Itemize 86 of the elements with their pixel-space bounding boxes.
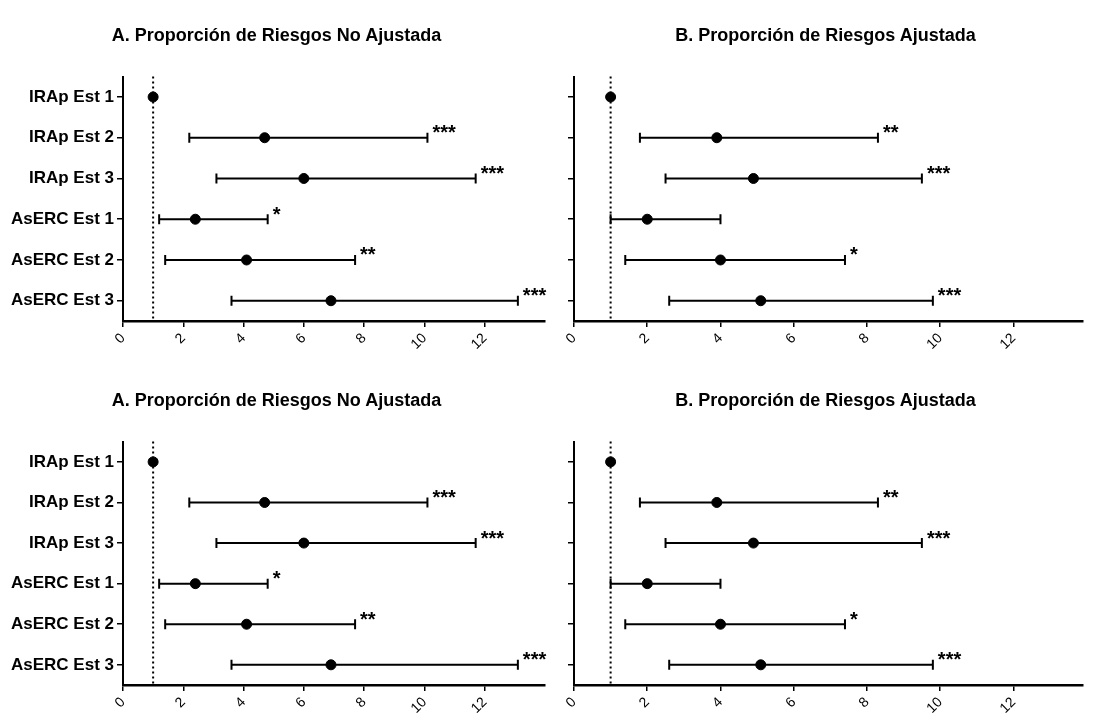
annotation: ** bbox=[882, 485, 899, 508]
annotation: *** bbox=[480, 161, 505, 184]
x-tick-label: 6 bbox=[781, 693, 799, 711]
point bbox=[711, 132, 723, 144]
annotation: *** bbox=[926, 526, 951, 549]
annotation: *** bbox=[937, 648, 962, 671]
annotation: *** bbox=[432, 485, 456, 508]
point bbox=[714, 618, 726, 630]
chart-title: A. Proporción de Riesgos No Ajustada bbox=[111, 24, 443, 45]
chart-title: B. Proporción de Riesgos Ajustada bbox=[675, 389, 977, 410]
point bbox=[241, 618, 253, 630]
annotation: * bbox=[849, 607, 858, 630]
point bbox=[641, 213, 653, 225]
annotation: *** bbox=[937, 284, 962, 307]
annotation: ** bbox=[360, 607, 376, 630]
x-tick-label: 4 bbox=[708, 693, 726, 711]
x-tick-label: 6 bbox=[291, 329, 309, 347]
x-tick-label: 4 bbox=[231, 693, 249, 711]
point bbox=[325, 295, 337, 307]
y-tick-label: IRAp Est 3 bbox=[28, 532, 114, 552]
point bbox=[259, 132, 271, 144]
annotation: *** bbox=[926, 161, 951, 184]
annotation: *** bbox=[480, 526, 505, 549]
point bbox=[189, 578, 201, 590]
x-tick-label: 12 bbox=[467, 693, 490, 716]
x-tick-label: 10 bbox=[922, 693, 946, 716]
annotation: *** bbox=[522, 284, 547, 307]
x-tick-label: 2 bbox=[171, 329, 189, 347]
point bbox=[189, 213, 201, 225]
y-tick-label: IRAp Est 1 bbox=[28, 86, 114, 106]
annotation: *** bbox=[522, 648, 547, 671]
point bbox=[747, 172, 759, 184]
annotation: ** bbox=[882, 121, 899, 144]
point bbox=[747, 537, 759, 549]
point bbox=[755, 295, 767, 307]
y-tick-label: IRAp Est 1 bbox=[28, 451, 114, 471]
x-tick-label: 10 bbox=[922, 329, 946, 352]
point bbox=[605, 91, 617, 103]
y-tick-label: AsERC Est 3 bbox=[11, 290, 114, 310]
chart-title: B. Proporción de Riesgos Ajustada bbox=[675, 24, 977, 45]
point bbox=[147, 456, 159, 468]
x-tick-label: 8 bbox=[352, 329, 370, 347]
x-tick-label: 4 bbox=[708, 329, 726, 347]
x-tick-label: 8 bbox=[854, 693, 872, 711]
point bbox=[259, 496, 271, 508]
point bbox=[641, 578, 653, 590]
x-tick-label: 2 bbox=[635, 329, 653, 347]
annotation: * bbox=[272, 567, 281, 590]
point bbox=[241, 254, 253, 266]
y-tick-label: IRAp Est 2 bbox=[28, 492, 114, 512]
annotation: * bbox=[272, 202, 281, 225]
x-tick-label: 10 bbox=[406, 693, 430, 716]
x-tick-label: 10 bbox=[406, 329, 430, 352]
x-tick-label: 0 bbox=[111, 329, 128, 347]
point bbox=[325, 659, 337, 671]
x-tick-label: 12 bbox=[995, 693, 1019, 716]
x-tick-label: 8 bbox=[854, 329, 872, 347]
point bbox=[755, 659, 767, 671]
y-tick-label: AsERC Est 1 bbox=[11, 208, 114, 228]
x-tick-label: 6 bbox=[781, 329, 799, 347]
x-tick-label: 4 bbox=[231, 329, 249, 347]
point bbox=[711, 496, 723, 508]
x-tick-label: 6 bbox=[291, 693, 309, 711]
x-tick-label: 12 bbox=[467, 329, 490, 352]
x-tick-label: 8 bbox=[352, 693, 370, 711]
x-tick-label: 0 bbox=[111, 693, 128, 711]
x-tick-label: 2 bbox=[171, 693, 189, 711]
x-tick-label: 0 bbox=[562, 329, 579, 347]
point bbox=[298, 537, 310, 549]
x-tick-label: 0 bbox=[562, 693, 579, 711]
x-tick-label: 2 bbox=[635, 693, 653, 711]
point bbox=[605, 456, 617, 468]
x-tick-label: 12 bbox=[995, 329, 1019, 352]
y-tick-label: IRAp Est 3 bbox=[28, 168, 114, 188]
annotation: ** bbox=[360, 243, 376, 266]
annotation: * bbox=[849, 243, 858, 266]
chart-title: A. Proporción de Riesgos No Ajustada bbox=[111, 389, 443, 410]
y-tick-label: AsERC Est 2 bbox=[11, 613, 114, 633]
point bbox=[298, 172, 310, 184]
y-tick-label: AsERC Est 2 bbox=[11, 249, 114, 269]
point bbox=[147, 91, 159, 103]
annotation: *** bbox=[432, 121, 456, 144]
y-tick-label: IRAp Est 2 bbox=[28, 127, 114, 147]
y-tick-label: AsERC Est 1 bbox=[11, 573, 114, 593]
y-tick-label: AsERC Est 3 bbox=[11, 654, 114, 674]
point bbox=[714, 254, 726, 266]
